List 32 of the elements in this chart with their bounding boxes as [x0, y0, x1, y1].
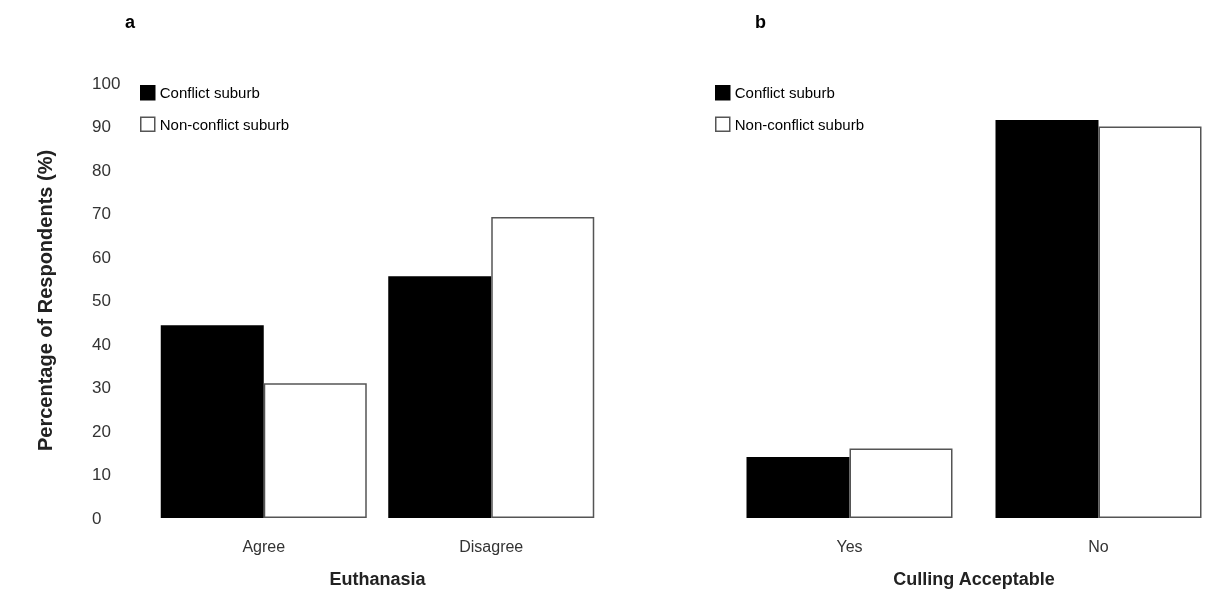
bar: [388, 276, 492, 518]
y-tick-label: 50: [92, 291, 111, 310]
chart-title: a: [125, 12, 136, 32]
bar: [1098, 126, 1202, 518]
y-axis-title: Percentage of Respondents (%): [34, 149, 56, 452]
bar: [160, 325, 264, 518]
bar: [746, 457, 850, 518]
legend-label: Non-conflict suburb: [159, 115, 289, 133]
y-tick-label: 0: [92, 508, 102, 528]
y-tick-label: 100: [92, 73, 121, 93]
y-tick-label: 40: [92, 334, 111, 354]
bar: [995, 119, 1099, 518]
y-tick-label: 20: [92, 421, 111, 441]
y-tick-label: 30: [92, 378, 111, 397]
bar: [263, 383, 367, 518]
y-tick-label: 60: [92, 247, 111, 267]
x-tick-label: Disagree: [459, 537, 524, 555]
x-tick-label: Agree: [242, 537, 286, 555]
bar: [849, 448, 953, 518]
y-tick-label: 90: [92, 117, 111, 136]
x-axis-title: Euthanasia: [329, 569, 427, 589]
legend-label: Non-conflict suburb: [734, 115, 864, 133]
legend-label: Conflict suburb: [159, 84, 260, 102]
x-axis-title: Culling Acceptable: [893, 569, 1055, 589]
x-tick-label: No: [1088, 537, 1109, 555]
chart-title: b: [755, 12, 766, 32]
legend-label: Conflict suburb: [734, 84, 835, 102]
x-tick-label: Yes: [836, 537, 863, 555]
y-tick-label: 70: [92, 204, 111, 223]
y-tick-label: 10: [92, 465, 111, 484]
bar: [491, 216, 595, 518]
y-tick-label: 80: [92, 160, 111, 180]
